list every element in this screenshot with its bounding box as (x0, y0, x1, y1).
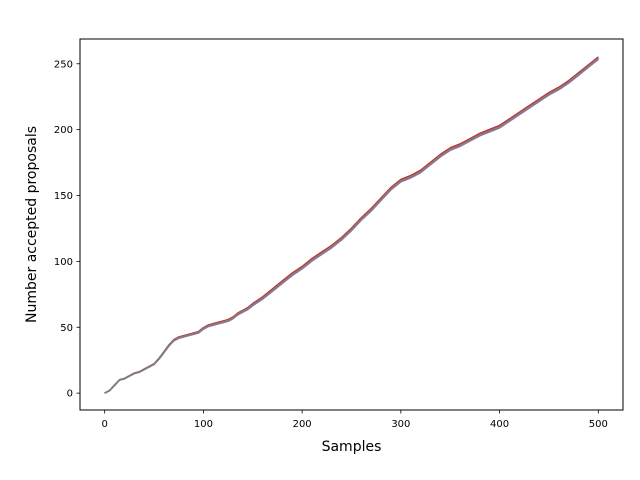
y-axis-label: Number accepted proposals (24, 126, 40, 323)
series-line-4 (104, 56, 599, 394)
y-tick-label: 200 (54, 125, 73, 136)
y-tick-label: 50 (60, 323, 73, 334)
y-tick-label: 150 (54, 191, 73, 202)
x-axis-label: Samples (322, 439, 382, 455)
series-layer (104, 56, 599, 394)
x-tick-label: 400 (490, 419, 509, 430)
y-tick-label: 250 (54, 59, 73, 70)
series-line-3 (104, 56, 599, 394)
x-tick-label: 200 (293, 419, 312, 430)
x-tick-label: 100 (194, 419, 213, 430)
series-line-1 (104, 57, 599, 394)
x-tick-label: 0 (101, 419, 107, 430)
x-axis: 0 100 200 300 400 500 (101, 410, 608, 430)
series-line-overlay (104, 57, 599, 394)
plot-frame (79, 38, 624, 411)
x-tick-label: 300 (391, 419, 410, 430)
y-tick-label: 100 (54, 257, 73, 268)
y-tick-label: 0 (67, 389, 73, 400)
y-axis: 0 50 100 150 200 250 (54, 59, 80, 400)
x-tick-label: 500 (589, 419, 608, 430)
